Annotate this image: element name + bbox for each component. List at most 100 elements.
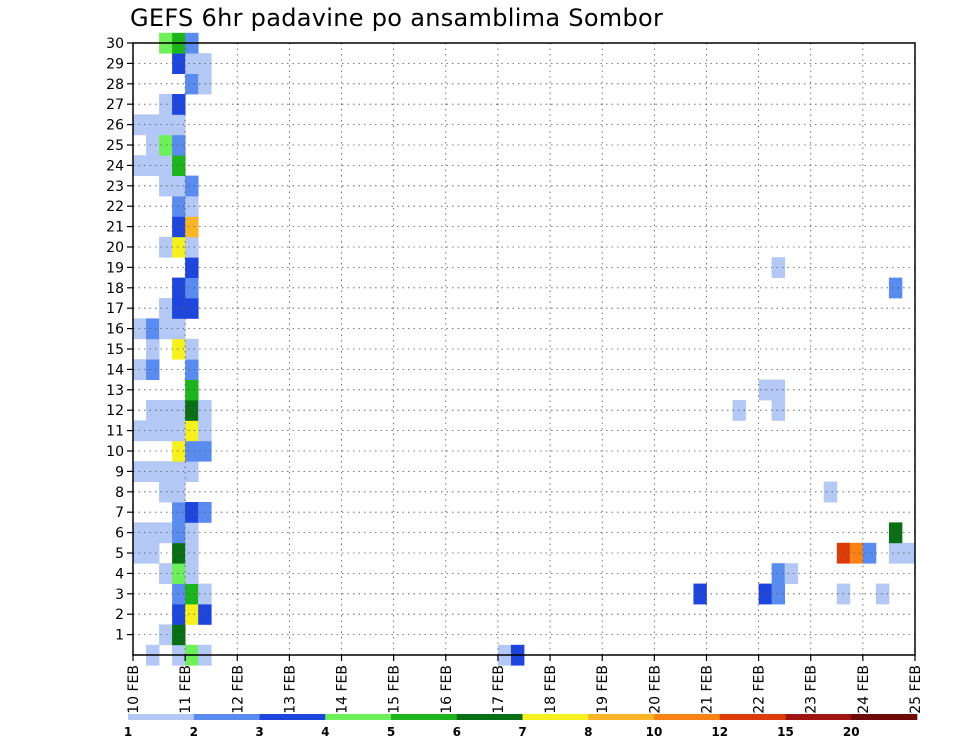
y-tick-label: 7	[115, 505, 124, 521]
heatmap-cell	[146, 522, 160, 544]
heatmap-cell	[185, 440, 199, 462]
y-tick-label: 1	[115, 628, 124, 644]
colorbar-swatch	[193, 714, 260, 720]
colorbar-swatch	[719, 714, 786, 720]
heatmap-cell	[172, 216, 186, 238]
heatmap-cell	[146, 400, 160, 421]
heatmap-cell	[888, 542, 903, 564]
heatmap-cell	[875, 583, 890, 605]
y-tick-label: 8	[115, 485, 124, 501]
y-tick-label: 10	[106, 444, 124, 460]
x-tick-label: 17 FEB	[491, 665, 507, 714]
heatmap-cell	[172, 563, 186, 584]
heatmap-cell	[185, 583, 199, 605]
heatmap-cell	[159, 175, 173, 197]
y-tick-label: 5	[115, 546, 124, 562]
x-tick-label: 23 FEB	[804, 665, 820, 714]
x-tick-label: 13 FEB	[282, 665, 298, 714]
y-tick-label: 12	[106, 403, 124, 419]
heatmap-cell	[172, 583, 186, 605]
heatmap-cell	[172, 94, 186, 115]
x-tick-label: 19 FEB	[595, 665, 611, 714]
x-tick-label: 12 FEB	[230, 665, 246, 714]
colorbar-swatch	[851, 714, 918, 720]
heatmap-cell	[172, 155, 186, 176]
colorbar-swatch	[456, 714, 523, 720]
x-tick-label: 25 FEB	[908, 665, 924, 714]
heatmap-cell	[159, 522, 173, 544]
heatmap-cell	[146, 461, 160, 482]
x-tick-label: 22 FEB	[752, 665, 768, 714]
heatmap-cell	[146, 420, 160, 442]
heatmap-cell	[159, 624, 173, 646]
heatmap-cell	[159, 461, 173, 482]
heatmap-cell	[172, 134, 186, 156]
colorbar-label: 1	[124, 725, 132, 739]
heatmap-cell	[159, 94, 173, 115]
heatmap-cell	[185, 604, 199, 625]
y-tick-label: 6	[115, 526, 124, 542]
colorbar-swatch	[654, 714, 721, 720]
heatmap-cell	[185, 298, 199, 319]
colorbar-label: 10	[646, 725, 663, 739]
heatmap-cell	[172, 542, 186, 564]
heatmap-cell	[172, 624, 186, 646]
heatmap-cell	[172, 440, 186, 462]
y-tick-label: 18	[106, 281, 124, 297]
heatmap-cell	[185, 502, 199, 523]
heatmap-cell	[823, 481, 838, 503]
heatmap-cell	[159, 400, 173, 421]
colorbar-label: 7	[518, 725, 526, 739]
colorbar-swatch	[128, 714, 195, 720]
y-tick-label: 14	[106, 362, 124, 378]
x-tick-label: 11 FEB	[178, 665, 194, 714]
heatmap-cell	[758, 583, 773, 605]
y-tick-label: 25	[106, 138, 124, 154]
y-tick-label: 9	[115, 464, 124, 480]
cells-layer	[133, 32, 916, 666]
y-tick-label: 2	[115, 607, 124, 623]
colorbar-label: 15	[777, 725, 794, 739]
heatmap-cell	[185, 379, 199, 401]
heatmap-cell	[172, 502, 186, 523]
colorbar-swatch	[522, 714, 589, 720]
y-tick-label: 11	[106, 424, 124, 440]
heatmap-cell	[185, 257, 199, 278]
heatmap-cell	[159, 563, 173, 584]
heatmap-cell	[146, 134, 160, 156]
heatmap-cell	[185, 73, 199, 95]
heatmap-cell	[185, 420, 199, 442]
heatmap-cell	[185, 542, 199, 564]
heatmap-cell	[146, 338, 160, 360]
heatmap-cell	[159, 236, 173, 258]
colorbar-label: 12	[711, 725, 728, 739]
heatmap-cell	[146, 359, 160, 380]
heatmap-cell	[758, 379, 773, 401]
heatmap-cell	[888, 277, 903, 299]
heatmap-cell	[172, 236, 186, 258]
colorbar-swatch	[391, 714, 458, 720]
x-tick-label: 21 FEB	[699, 665, 715, 714]
colorbar-label: 3	[255, 725, 263, 739]
y-tick-label: 27	[106, 97, 124, 113]
y-tick-label: 4	[115, 566, 124, 582]
colorbar-label: 5	[387, 725, 395, 739]
heatmap-cell	[146, 155, 160, 176]
heatmap-cell	[849, 542, 864, 564]
heatmap-cell	[771, 379, 786, 401]
heatmap-cell	[159, 481, 173, 503]
y-tick-label: 16	[106, 322, 124, 338]
heatmap-cell	[771, 583, 786, 605]
heatmap-cell	[172, 53, 186, 74]
y-tick-label: 22	[106, 199, 124, 215]
y-tick-label: 24	[106, 158, 124, 174]
heatmap-cell	[172, 318, 186, 340]
heatmap-cell	[185, 277, 199, 299]
heatmap-cell	[185, 175, 199, 197]
heatmap-cell	[159, 134, 173, 156]
y-tick-label: 17	[106, 301, 124, 317]
x-tick-label: 20 FEB	[647, 665, 663, 714]
heatmap-cell	[159, 114, 173, 136]
y-tick-label: 15	[106, 342, 124, 358]
heatmap-cell	[888, 522, 903, 544]
